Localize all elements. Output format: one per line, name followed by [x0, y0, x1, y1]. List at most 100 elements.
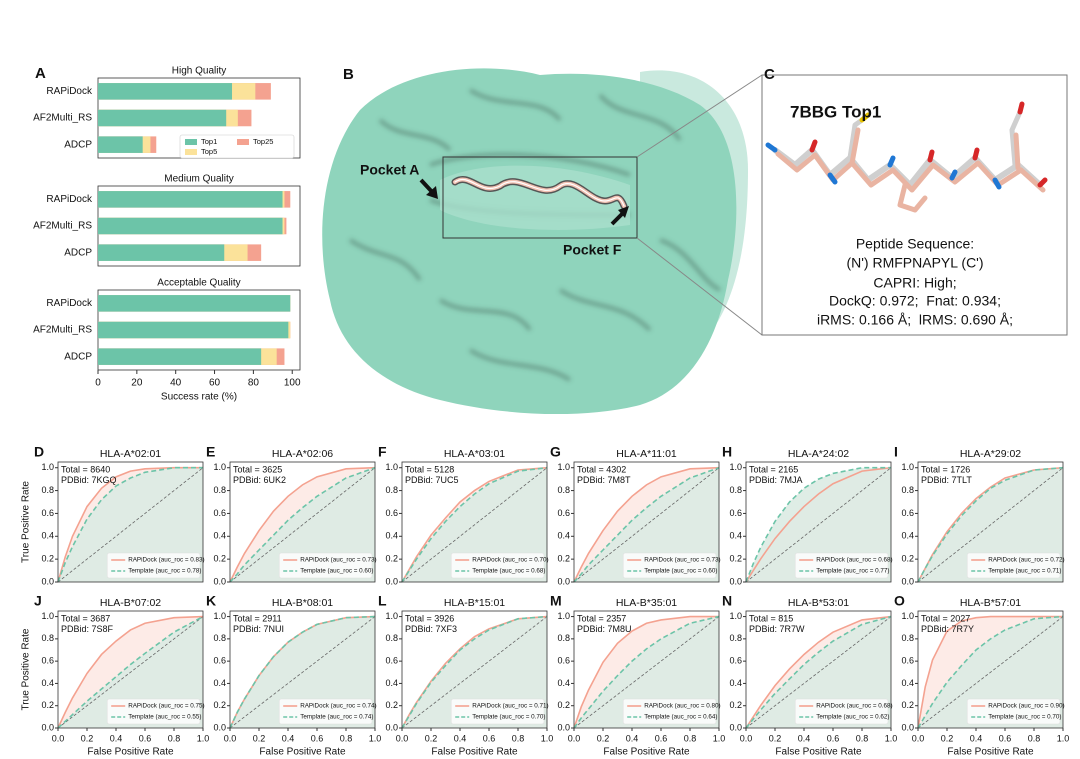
legend-box [794, 698, 889, 725]
y-tick-label: 0.6 [901, 656, 914, 666]
y-tick-label: 0.8 [901, 485, 914, 495]
y-tick-label: 1.0 [213, 611, 226, 621]
chance-line [229, 467, 376, 583]
roc-curve [745, 466, 892, 583]
y-tick-label: 0.4 [41, 531, 54, 541]
x-axis-label: False Positive Rate [603, 747, 690, 758]
roc-curve [401, 466, 548, 583]
legend-label: Top25 [253, 137, 273, 146]
x-tick-label: 1.0 [885, 733, 898, 743]
y-tick-label: 0.0 [213, 722, 226, 732]
x-tick-label: 0.4 [454, 733, 467, 743]
chance-line [57, 467, 204, 583]
y-tick-label: 0.8 [41, 485, 54, 495]
annotation: PDBid: 7MJA [749, 475, 803, 485]
legend-label: Template (auc_roc = 0.78) [128, 568, 201, 575]
axes-border [573, 610, 720, 729]
chance-line [573, 616, 720, 729]
y-tick-label: 0.4 [901, 531, 914, 541]
axes-border [401, 610, 548, 729]
y-tick-label: 0.8 [557, 485, 570, 495]
roc-curve [573, 615, 719, 729]
x-tick-label: 0.0 [52, 733, 65, 743]
protein-surface [322, 68, 763, 415]
y-tick-label: 0.8 [213, 633, 226, 643]
inset-text: DockQ: 0.972; Fnat: 0.934; [829, 293, 1001, 309]
legend-label: Template (auc_roc = 0.68) [472, 568, 545, 575]
y-tick-label: 0.2 [41, 700, 54, 710]
roc-curve [401, 615, 548, 729]
x-tick-label: 60 [209, 378, 221, 389]
x-tick-label: 100 [284, 378, 301, 389]
bar [98, 244, 225, 261]
annotation: PDBid: 7R7W [749, 624, 805, 634]
subplot-title: HLA-A*02:06 [272, 448, 333, 460]
y-tick-label: 0.6 [901, 508, 914, 518]
y-axis-label: True Positive Rate [21, 628, 32, 710]
axes-border [745, 610, 892, 729]
y-tick-label: 0.0 [385, 722, 398, 732]
roc-curve [573, 615, 720, 729]
panel-label: J [34, 593, 42, 609]
x-tick-label: 0.8 [1028, 733, 1041, 743]
legend-label: Top5 [201, 147, 217, 156]
x-tick-label: 0.6 [655, 733, 668, 743]
x-axis-label: Success rate (%) [161, 392, 237, 403]
x-tick-label: 1.0 [541, 733, 554, 743]
annotation: Total = 1726 [921, 464, 970, 474]
annotation: Total = 2165 [749, 464, 798, 474]
chance-line [745, 616, 892, 729]
x-tick-label: 0.0 [224, 733, 237, 743]
y-tick-label: 0.2 [729, 554, 742, 564]
subplot-title: HLA-A*24:02 [788, 448, 849, 460]
annotation: Total = 815 [749, 613, 793, 623]
category-label: RAPiDock [46, 86, 93, 97]
x-tick-label: 0.0 [912, 733, 925, 743]
legend-label: RAPiDock (auc_roc = 0.80) [644, 703, 720, 710]
y-tick-label: 0.6 [213, 508, 226, 518]
subplot-title: HLA-B*07:02 [100, 597, 161, 609]
annotation: Total = 5128 [405, 464, 454, 474]
axes-border [745, 461, 892, 583]
x-tick-label: 20 [131, 378, 143, 389]
inset-text: (N') RMFPNAPYL (C') [846, 255, 983, 271]
x-tick-label: 80 [248, 378, 260, 389]
annotation: Total = 2357 [577, 613, 626, 623]
chance-line [573, 467, 720, 583]
x-tick-label: 0.8 [340, 733, 353, 743]
legend-label: RAPiDock (auc_roc = 0.73) [300, 557, 376, 564]
legend-label: RAPiDock (auc_roc = 0.68) [816, 557, 892, 564]
legend-label: Template (auc_roc = 0.74) [300, 714, 373, 721]
panel-label: C [764, 66, 775, 83]
subplot-title: HLA-B*15:01 [444, 597, 505, 609]
category-label: RAPiDock [46, 194, 93, 205]
bar [98, 136, 143, 153]
y-tick-label: 0.2 [385, 554, 398, 564]
subplot-title: HLA-A*11:01 [616, 448, 677, 460]
y-tick-label: 0.6 [729, 508, 742, 518]
y-tick-label: 0.0 [557, 722, 570, 732]
legend-box [622, 552, 717, 579]
y-tick-label: 0.0 [729, 722, 742, 732]
x-tick-label: 0.2 [769, 733, 782, 743]
y-tick-label: 0.0 [385, 576, 398, 586]
y-tick-label: 0.8 [729, 485, 742, 495]
x-axis-label: False Positive Rate [775, 747, 862, 758]
axes-border [229, 461, 376, 583]
x-tick-label: 0 [95, 378, 101, 389]
legend-label: Template (auc_roc = 0.70) [472, 714, 545, 721]
y-tick-label: 0.2 [557, 700, 570, 710]
x-tick-label: 0.6 [827, 733, 840, 743]
y-tick-label: 0.6 [41, 656, 54, 666]
x-axis-label: False Positive Rate [87, 747, 174, 758]
annotation: PDBid: 7M8T [577, 475, 631, 485]
category-label: AF2Multi_RS [33, 221, 92, 232]
category-label: ADCP [64, 139, 92, 150]
annotation: PDBid: 7KGQ [61, 475, 117, 485]
annotation: Total = 3625 [233, 464, 282, 474]
roc-curve [745, 615, 892, 729]
y-tick-label: 0.6 [385, 656, 398, 666]
x-tick-label: 0.8 [168, 733, 181, 743]
x-tick-label: 0.8 [856, 733, 869, 743]
y-tick-label: 0.2 [901, 700, 914, 710]
